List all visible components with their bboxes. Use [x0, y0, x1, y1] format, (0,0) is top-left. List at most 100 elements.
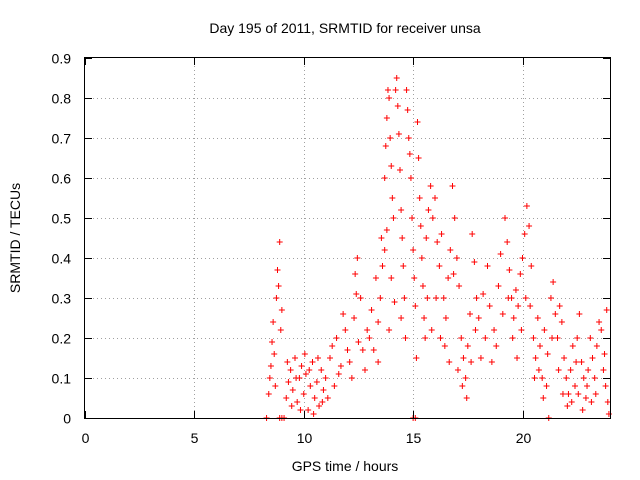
data-point — [471, 259, 478, 265]
data-point — [288, 403, 295, 409]
data-point — [337, 363, 344, 369]
ticks-layer: 0 0.1 0.2 0.3 0.4 0.5 0.6 0.7 0.8 0.9 0 5 10 15 20 — [52, 51, 610, 446]
data-point — [509, 335, 516, 341]
data-point — [327, 355, 333, 361]
data-point — [427, 183, 434, 189]
data-point — [456, 283, 463, 289]
data-point — [527, 303, 534, 309]
data-point — [383, 115, 390, 121]
data-point — [446, 359, 453, 365]
data-point — [388, 275, 395, 281]
data-point — [389, 195, 396, 201]
data-point — [398, 315, 405, 321]
data-point — [417, 223, 424, 229]
data-point — [573, 359, 580, 365]
data-point — [384, 87, 391, 93]
data-point — [413, 355, 420, 361]
data-point — [375, 319, 382, 325]
data-point — [277, 327, 284, 333]
data-point — [324, 395, 331, 401]
x-axis-label: GPS time / hours — [292, 458, 399, 474]
data-point — [576, 311, 583, 317]
grid-layer — [85, 58, 610, 418]
data-point — [265, 391, 272, 397]
data-point — [458, 335, 465, 341]
data-point — [488, 359, 495, 365]
data-point — [480, 291, 487, 297]
y-tick-label: 0.7 — [52, 131, 72, 147]
data-point — [370, 347, 377, 353]
data-point — [438, 231, 445, 237]
data-point — [355, 339, 362, 345]
y-tick-label: 0.9 — [52, 51, 72, 67]
data-point — [386, 327, 393, 333]
data-point — [266, 375, 273, 381]
data-point — [292, 355, 298, 361]
y-tick-label: 0.5 — [52, 211, 72, 227]
data-point — [432, 195, 438, 201]
data-point — [434, 239, 441, 245]
data-point — [517, 271, 524, 277]
data-point — [424, 295, 431, 301]
data-point — [372, 275, 379, 281]
data-point — [561, 355, 568, 361]
data-point — [563, 375, 570, 381]
data-point — [442, 315, 449, 321]
data-point — [575, 391, 582, 397]
data-point — [401, 295, 408, 301]
data-point — [454, 367, 461, 373]
data-point — [497, 251, 504, 257]
data-point — [329, 343, 336, 349]
data-point — [519, 255, 526, 261]
data-point — [313, 379, 320, 385]
data-point — [406, 151, 413, 157]
data-point — [540, 395, 547, 401]
data-point — [366, 335, 373, 341]
data-point — [379, 263, 386, 269]
data-point — [305, 407, 312, 413]
y-tick-label: 0 — [63, 411, 71, 427]
data-point — [397, 167, 403, 173]
data-point — [298, 363, 305, 369]
data-point — [283, 395, 290, 401]
data-point — [293, 375, 300, 381]
data-point — [592, 391, 599, 397]
data-point — [285, 379, 292, 385]
data-point — [530, 335, 537, 341]
data-point — [275, 283, 282, 289]
data-point — [436, 263, 443, 269]
data-point — [605, 411, 612, 417]
data-point — [377, 295, 384, 301]
data-point — [510, 315, 517, 321]
data-point — [390, 215, 397, 221]
data-point — [547, 295, 554, 301]
data-point — [467, 311, 473, 317]
data-point — [405, 135, 412, 141]
y-tick-label: 0.4 — [52, 251, 72, 267]
data-point — [399, 235, 406, 241]
data-point — [544, 351, 551, 357]
data-point — [559, 391, 566, 397]
y-tick-label: 0.2 — [52, 331, 72, 347]
data-point — [572, 383, 578, 389]
data-point — [593, 343, 600, 349]
data-point — [320, 387, 327, 393]
data-point — [585, 367, 592, 373]
data-point — [449, 183, 456, 189]
data-point — [528, 263, 535, 269]
y-tick-label: 0.1 — [52, 371, 72, 387]
data-point — [354, 255, 361, 261]
data-point — [274, 267, 281, 273]
data-point — [549, 335, 556, 341]
data-point — [463, 395, 470, 401]
data-point — [460, 355, 467, 361]
data-point — [357, 295, 364, 301]
data-point — [395, 131, 402, 137]
x-tick-label: 0 — [82, 430, 90, 446]
data-point — [392, 87, 399, 93]
data-point — [271, 351, 278, 357]
data-point — [477, 355, 484, 361]
data-point — [300, 391, 307, 397]
data-point — [289, 387, 296, 393]
data-point — [582, 395, 589, 401]
